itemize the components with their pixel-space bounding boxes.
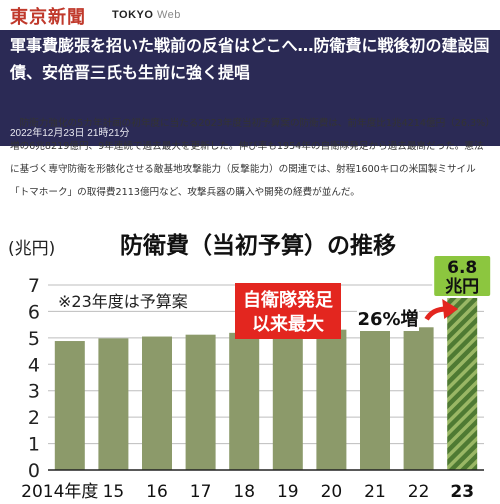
bar [403, 327, 434, 470]
article-body: 防衛力強化の5カ年計画の初年度に当たる2023年度当初予算案の防衛費は、前年度比… [10, 118, 491, 198]
increase-arrowhead [442, 299, 459, 319]
article-headline: 軍事費膨張を招いた戦前の反省はどこへ…防衛費に戦後初の建設国債、安倍晋三氏も生前… [10, 36, 490, 82]
y-tick-label: 1 [28, 434, 40, 456]
bar [316, 329, 347, 470]
chart-title: 防衛費（当初予算）の推移 [120, 232, 396, 259]
bar [360, 328, 390, 470]
bar [142, 336, 172, 470]
web-brand-name: TOKYO [112, 9, 154, 21]
increase-arrow [424, 306, 447, 321]
defense-budget-chart: 0 1 2 3 4 5 6 7 (兆円) 防衛費（当初予算）の推移 ※23年度は予算案 2014年度 1… [0, 223, 500, 504]
y-tick-label: 7 [28, 275, 40, 297]
callout-box [235, 283, 341, 339]
x-tick-label: 20 [321, 482, 343, 502]
web-brand-suffix: Web [156, 9, 181, 21]
y-tick-label: 0 [28, 460, 40, 482]
bar [54, 341, 85, 470]
x-tick-label: 18 [233, 482, 255, 502]
bar [185, 334, 216, 470]
callout-label: 以来最大 [252, 313, 324, 335]
y-tick-label: 3 [28, 381, 40, 403]
chart-note: ※23年度は予算案 [58, 292, 188, 311]
x-tick-label: 23 [450, 482, 474, 502]
y-tick-label: 4 [28, 354, 40, 376]
increase-label: 26%増 [357, 308, 418, 330]
x-tick-label: 2014年度 [21, 482, 98, 502]
x-tick-label: 19 [277, 482, 299, 502]
bar-latest [447, 289, 478, 470]
bar [98, 338, 129, 470]
x-tick-label: 17 [190, 482, 212, 502]
value-badge-label: 6.8 [447, 258, 477, 278]
site-web-brand[interactable]: TOKYO Web [112, 9, 181, 21]
bar [272, 330, 303, 470]
y-tick-label: 6 [28, 301, 40, 323]
site-logo[interactable]: 東京新聞 [10, 7, 86, 28]
value-badge-label: 兆円 [445, 277, 479, 297]
increase-label-bg [357, 305, 419, 331]
bar [229, 332, 260, 470]
headline-banner: 軍事費膨張を招いた戦前の反省はどこへ…防衛費に戦後初の建設国債、安倍晋三氏も生前… [0, 30, 500, 146]
x-tick-label: 22 [408, 482, 430, 502]
y-tick-label: 5 [28, 328, 40, 350]
y-axis-label: (兆円) [8, 239, 55, 259]
site-masthead: 東京新聞 TOKYO Web [0, 0, 500, 30]
callout-label: 自衛隊発足 [243, 289, 333, 311]
x-tick-label: 16 [146, 482, 168, 502]
y-tick-label: 2 [28, 407, 40, 429]
x-tick-label: 15 [103, 482, 125, 502]
article-date: 2022年12月23日 21時21分 [10, 128, 130, 139]
x-tick-label: 21 [364, 482, 386, 502]
value-badge [432, 254, 493, 298]
